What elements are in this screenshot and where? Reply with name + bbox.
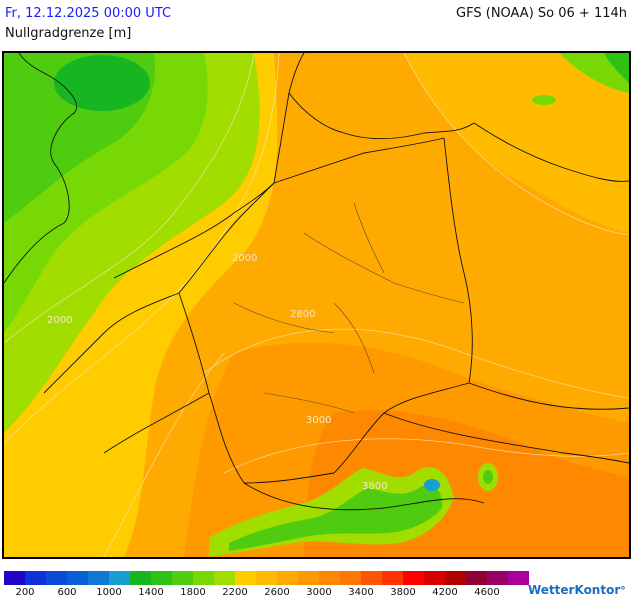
- map-alps-colder-patch: [229, 484, 443, 551]
- legend-swatch: [214, 571, 235, 585]
- map-field-baltic-spot: [532, 95, 556, 105]
- legend-label: 1400: [138, 587, 164, 598]
- legend-swatch: [256, 571, 277, 585]
- forecast-valid-time: Fr, 12.12.2025 00:00 UTC: [5, 6, 172, 21]
- legend-swatch: [235, 571, 256, 585]
- model-run-info: GFS (NOAA) So 06 + 114h: [456, 6, 627, 21]
- legend-swatch: [508, 571, 529, 585]
- legend-label: 1000: [96, 587, 122, 598]
- logo-text: WetterKontor: [528, 583, 621, 597]
- legend-swatch: [424, 571, 445, 585]
- map-alps-coldest-spot: [424, 479, 440, 491]
- legend-swatch: [277, 571, 298, 585]
- legend-label: 600: [57, 587, 77, 598]
- legend-label: 3000: [306, 587, 332, 598]
- parameter-title: Nullgradgrenze [m]: [5, 26, 132, 41]
- legend-label: 2600: [264, 587, 290, 598]
- coastlines: [4, 53, 629, 284]
- country-borders: [43, 53, 629, 511]
- contour-label-2: 2000: [47, 315, 72, 326]
- freezing-level-map: 2000 2000 2800 3000 3800: [2, 51, 631, 559]
- map-field-north-sea-core: [54, 55, 150, 111]
- legend-label: 3400: [348, 587, 374, 598]
- legend-swatch: [4, 571, 25, 585]
- legend-swatch: [361, 571, 382, 585]
- logo-mark: °: [620, 584, 626, 597]
- legend-color-bar: [4, 571, 529, 585]
- contour-label-1: 2000: [232, 253, 257, 264]
- legend-swatch: [88, 571, 109, 585]
- legend-swatch: [172, 571, 193, 585]
- legend-swatch: [298, 571, 319, 585]
- legend-swatch: [109, 571, 130, 585]
- contour-label-4: 3000: [306, 415, 331, 426]
- legend-swatch: [340, 571, 361, 585]
- wetterkontor-logo[interactable]: WetterKontor°: [528, 583, 626, 597]
- legend-label: 4600: [474, 587, 500, 598]
- legend-swatch: [445, 571, 466, 585]
- legend-label: 200: [15, 587, 35, 598]
- legend-label: 4200: [432, 587, 458, 598]
- contour-label-5: 3800: [362, 481, 387, 492]
- legend-labels: 200 600 1000 1400 1800 2200 2600 3000 3400 3800 42…: [0, 587, 540, 601]
- legend-swatch: [319, 571, 340, 585]
- legend-swatch: [130, 571, 151, 585]
- legend-swatch: [466, 571, 487, 585]
- legend-swatch: [487, 571, 508, 585]
- legend-label: 2200: [222, 587, 248, 598]
- map-alps-east-core: [483, 470, 493, 484]
- map-field-ne-core: [604, 53, 629, 83]
- map-field-northeast: [404, 53, 629, 233]
- legend-swatch: [151, 571, 172, 585]
- state-borders: [233, 202, 465, 414]
- legend-swatch: [193, 571, 214, 585]
- legend-swatch: [382, 571, 403, 585]
- legend-swatch: [67, 571, 88, 585]
- legend-label: 1800: [180, 587, 206, 598]
- legend-swatch: [25, 571, 46, 585]
- legend-label: 3800: [390, 587, 416, 598]
- legend-swatch: [403, 571, 424, 585]
- contour-label-3: 2800: [290, 309, 315, 320]
- legend-swatch: [46, 571, 67, 585]
